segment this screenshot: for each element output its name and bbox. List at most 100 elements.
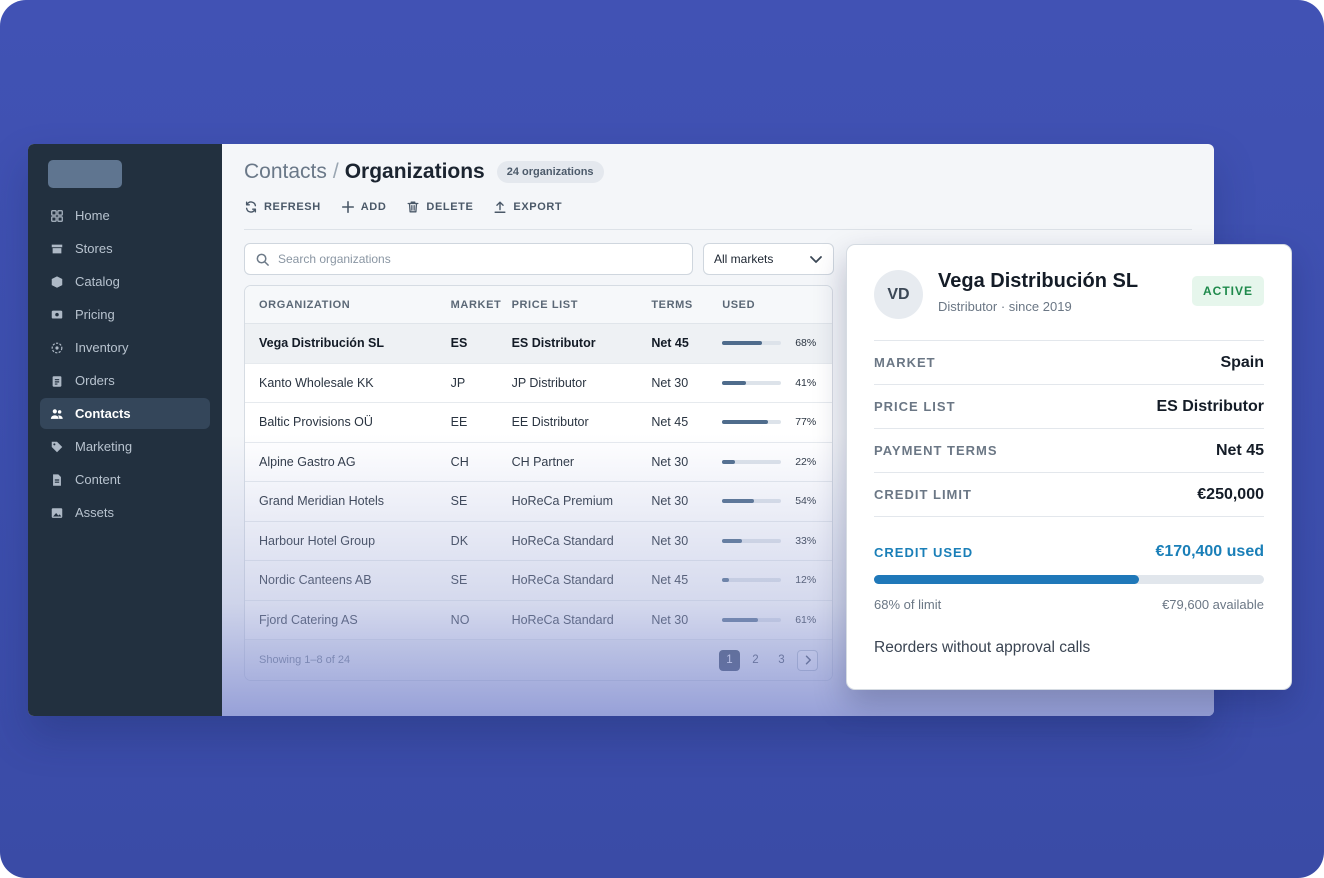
pagination: 1 2 3	[714, 649, 818, 671]
detail-subtitle: Distributor · since 2019	[938, 299, 1072, 314]
grid-icon	[50, 209, 64, 223]
cell-organization: Alpine Gastro AG	[259, 454, 356, 469]
cell-used: 22%	[722, 456, 832, 468]
table-row[interactable]: Vega Distribución SL ES ES Distributor Net …	[245, 324, 832, 364]
cell-price-list: CH Partner	[511, 454, 575, 469]
detail-field-value: ES Distributor	[1156, 397, 1264, 415]
detail-note: Reorders without approval calls	[874, 639, 1091, 656]
sidebar-item-home[interactable]: Home	[40, 200, 210, 231]
cell-used: 61%	[722, 614, 832, 626]
usage-percent: 41%	[795, 376, 817, 389]
cell-terms: Net 30	[651, 494, 689, 509]
usage-percent: 61%	[795, 613, 817, 626]
cell-organization: Kanto Wholesale KK	[259, 375, 374, 390]
detail-fields: MARKET Spain PRICE LIST ES Distributor PAYME…	[874, 340, 1264, 516]
sidebar-item-pricing[interactable]: Pricing	[40, 299, 210, 330]
price-tag-icon	[50, 308, 64, 322]
credit-percent: 68% of limit	[874, 597, 942, 612]
detail-field: MARKET Spain	[874, 340, 1264, 384]
table-row[interactable]: Baltic Provisions OÜ EE EE Distributor Net …	[245, 403, 832, 443]
usage-bar-fill	[722, 420, 768, 425]
cell-price-list: JP Distributor	[511, 375, 587, 390]
table-row[interactable]: Kanto Wholesale KK JP JP Distributor Net 30…	[245, 364, 832, 403]
breadcrumb-parent[interactable]: Contacts	[244, 160, 327, 183]
page-title: Organizations	[344, 160, 485, 183]
credit-available: €79,600 available	[1162, 597, 1264, 612]
cell-price-list: HoReCa Standard	[511, 533, 614, 548]
usage-percent: 68%	[795, 337, 817, 350]
trash-icon	[407, 201, 419, 213]
page-1-button[interactable]: 1	[719, 649, 740, 671]
table-row[interactable]: Harbour Hotel Group DK HoReCa Standard Net …	[245, 522, 832, 561]
cell-used: 68%	[722, 337, 832, 349]
cell-price-list: HoReCa Premium	[511, 494, 613, 509]
sidebar-item-label: Pricing	[75, 307, 115, 322]
status-badge: ACTIVE	[1191, 276, 1264, 306]
page-2-button[interactable]: 2	[752, 654, 759, 666]
toolbar: REFRESH ADD DELETE EXPORT	[244, 198, 1192, 216]
column-header-used[interactable]: USED	[722, 298, 756, 311]
cell-terms: Net 45	[651, 336, 689, 351]
table-body: Vega Distribución SL ES ES Distributor Net …	[245, 324, 832, 640]
search-input[interactable]	[278, 252, 658, 266]
detail-titles: Vega Distribución SL Distributor · since…	[938, 270, 1138, 314]
refresh-button[interactable]: REFRESH	[244, 200, 321, 214]
usage-bar-fill	[722, 578, 730, 583]
sidebar-item-orders[interactable]: Orders	[40, 365, 210, 396]
sidebar-item-contacts[interactable]: Contacts	[40, 398, 210, 429]
detail-field-value: Spain	[1220, 353, 1264, 371]
cell-price-list: HoReCa Standard	[511, 573, 614, 588]
market-select[interactable]: All markets	[703, 243, 834, 275]
cell-market: EE	[450, 415, 468, 430]
sidebar-item-catalog[interactable]: Catalog	[40, 266, 210, 297]
sidebar-item-content[interactable]: Content	[40, 464, 210, 495]
add-button[interactable]: ADD	[341, 200, 387, 214]
cell-terms: Net 30	[651, 454, 689, 469]
table-header: ORGANIZATION MARKET PRICE LIST TERMS USE…	[245, 286, 832, 324]
cell-terms: Net 45	[651, 415, 689, 430]
sidebar-item-label: Content	[75, 472, 121, 487]
table-row[interactable]: Fjord Catering AS NO HoReCa Standard Net 30…	[245, 601, 832, 640]
column-header-market[interactable]: MARKET	[450, 298, 502, 311]
usage-percent: 12%	[795, 574, 817, 587]
table-row[interactable]: Nordic Canteens AB SE HoReCa Standard Net 4…	[245, 561, 832, 601]
clipboard-icon	[50, 374, 64, 388]
credit-progress-bar	[874, 575, 1264, 584]
table-row[interactable]: Alpine Gastro AG CH CH Partner Net 30 22%	[245, 443, 832, 482]
table-row[interactable]: Grand Meridian Hotels SE HoReCa Premium Net…	[245, 482, 832, 522]
detail-field-key: PAYMENT TERMS	[874, 443, 998, 458]
usage-bar	[722, 380, 782, 385]
refresh-icon	[245, 201, 257, 213]
sidebar-item-marketing[interactable]: Marketing	[40, 431, 210, 462]
sidebar-item-label: Home	[75, 208, 110, 223]
sidebar-item-inventory[interactable]: Inventory	[40, 332, 210, 363]
search-icon	[256, 253, 269, 266]
column-header-organization[interactable]: ORGANIZATION	[259, 298, 351, 311]
chevron-right-icon	[805, 655, 811, 665]
detail-field: PAYMENT TERMS Net 45	[874, 428, 1264, 472]
credit-footer: 68% of limit €79,600 available	[874, 597, 1264, 612]
usage-bar	[722, 578, 782, 583]
delete-button[interactable]: DELETE	[406, 200, 473, 214]
export-button[interactable]: EXPORT	[493, 200, 562, 214]
export-label: EXPORT	[513, 201, 563, 213]
column-header-price-list[interactable]: PRICE LIST	[511, 298, 579, 311]
box-icon	[50, 275, 64, 289]
usage-bar-fill	[722, 341, 763, 346]
usage-bar	[722, 341, 782, 346]
breadcrumb-separator: /	[332, 160, 339, 183]
column-header-terms[interactable]: TERMS	[651, 298, 693, 311]
credit-used-label: CREDIT USED	[874, 544, 974, 560]
next-page-button[interactable]	[797, 649, 818, 671]
search-box	[244, 243, 693, 275]
page-3-button[interactable]: 3	[778, 654, 785, 666]
sidebar-item-assets[interactable]: Assets	[40, 497, 210, 528]
sidebar-item-stores[interactable]: Stores	[40, 233, 210, 264]
pagination-summary: Showing 1–8 of 24	[259, 654, 351, 666]
upload-icon	[494, 201, 506, 213]
tag-icon	[50, 440, 64, 454]
usage-bar	[722, 459, 782, 464]
sidebar-item-label: Contacts	[75, 406, 131, 421]
cell-organization: Baltic Provisions OÜ	[259, 415, 373, 430]
usage-bar-fill	[722, 499, 755, 504]
